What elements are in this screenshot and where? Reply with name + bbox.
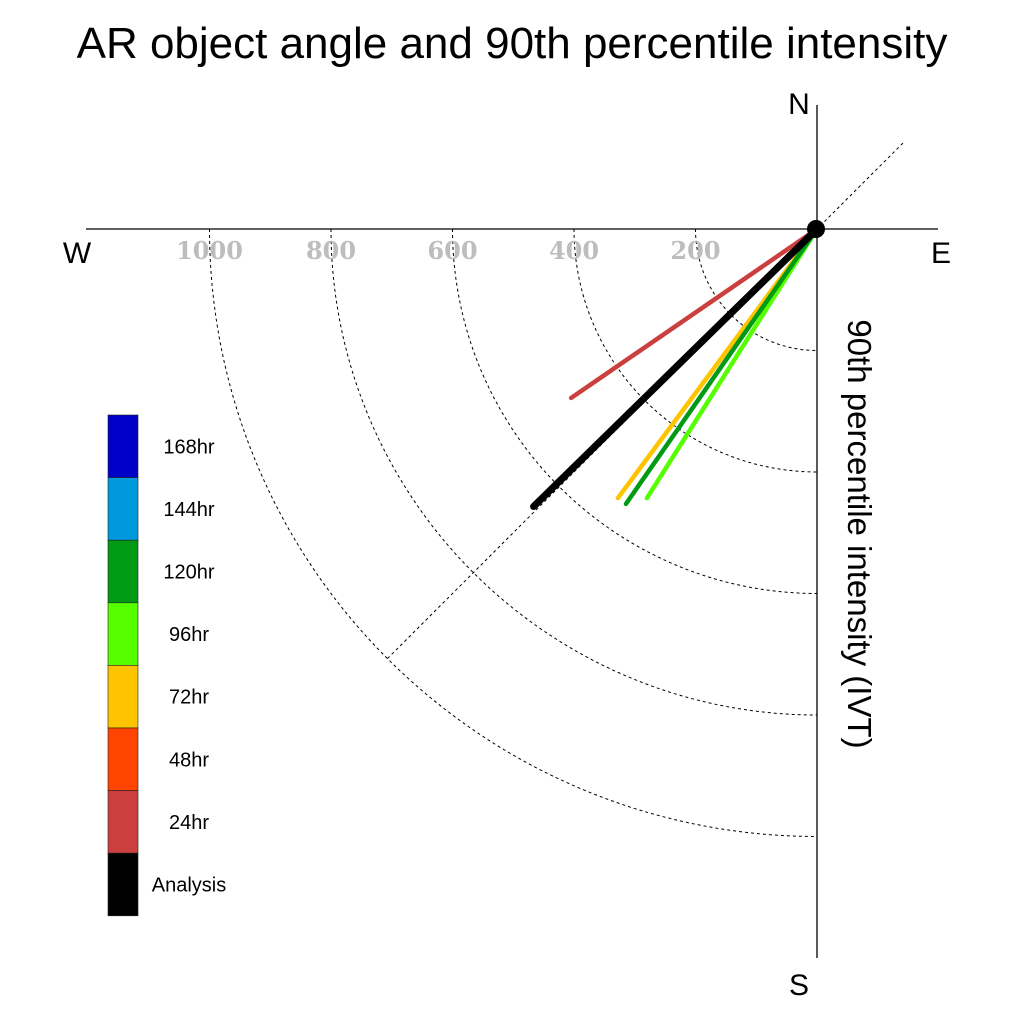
legend-label-144hr: 144hr [163, 499, 214, 521]
tick-label-200: 200 [670, 236, 720, 265]
tick-label-1000: 1000 [176, 236, 243, 265]
tick-label-600: 600 [427, 236, 477, 265]
origin-marker [807, 220, 825, 238]
legend: 168hr 144hr 120hr 96hr 72hr 48hr 24hr Analysis [107, 414, 226, 917]
legend-label-24hr: 24hr [169, 812, 209, 834]
chart-title: AR object angle and 90th percentile inte… [77, 19, 948, 68]
legend-label-120hr: 120hr [163, 562, 214, 584]
legend-label-48hr: 48hr [169, 749, 209, 771]
grid-arc-400 [573, 228, 818, 473]
y-axis-label: 90th percentile intensity (IVT) [841, 319, 878, 748]
tick-label-800: 800 [306, 236, 356, 265]
legend-label-72hr: 72hr [169, 687, 209, 709]
vector-series [530, 228, 818, 511]
grid-arc-1000 [209, 228, 818, 837]
legend-swatch-168hr [107, 414, 139, 478]
legend-label-analysis: Analysis [152, 875, 226, 897]
legend-swatch-24hr [107, 790, 139, 854]
compass-north: N [788, 88, 810, 121]
legend-swatch-48hr [107, 727, 139, 791]
vector-analysis [530, 228, 818, 511]
radial-tick-labels: 200 400 600 800 1000 [176, 236, 720, 265]
legend-swatch-72hr [107, 665, 139, 729]
legend-swatch-analysis [107, 852, 139, 917]
vector-24hr [568, 228, 817, 401]
legend-label-96hr: 96hr [169, 624, 209, 646]
grid-arc-800 [330, 228, 818, 716]
compass-west: W [63, 237, 92, 270]
vector-120hr [623, 229, 818, 507]
tick-label-400: 400 [549, 236, 599, 265]
legend-swatch-96hr [107, 602, 139, 666]
legend-swatch-144hr [107, 477, 139, 541]
grid-arc-200 [695, 228, 818, 351]
vector-96hr [644, 229, 818, 501]
compass-south: S [789, 969, 809, 1002]
legend-swatch-120hr [107, 539, 139, 604]
legend-label-168hr: 168hr [163, 436, 214, 458]
grid-arc-600 [452, 228, 818, 594]
compass-east: E [931, 237, 951, 270]
